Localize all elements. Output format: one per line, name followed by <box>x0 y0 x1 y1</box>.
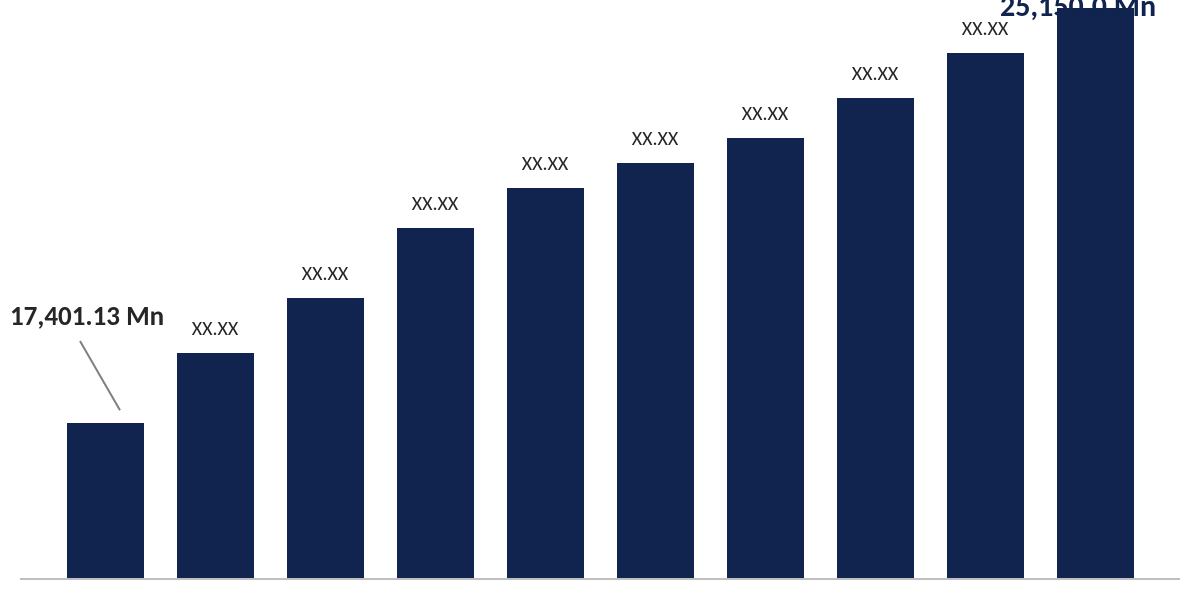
bar <box>287 298 364 578</box>
bar <box>67 423 144 578</box>
last-bar-callout: 25,150.0 Mn <box>1000 0 1156 25</box>
bar <box>837 98 914 578</box>
bar-slot: XX.XX <box>710 8 820 578</box>
chart-baseline <box>20 578 1180 580</box>
bar-value-label: XX.XX <box>522 152 569 176</box>
bar <box>507 188 584 578</box>
bars-area: XX.XX XX.XX XX.XX XX.XX XX.XX XX.XX XX.XX XX.XX <box>50 8 1150 578</box>
bar-value-label: XX.XX <box>852 62 899 86</box>
bar-slot: XX.XX <box>270 8 380 578</box>
bar <box>1057 8 1134 578</box>
first-callout-label: 17,401.13 Mn <box>10 300 164 333</box>
bar <box>947 53 1024 578</box>
bar-value-label: XX.XX <box>412 192 459 216</box>
first-bar-callout: 17,401.13 Mn <box>10 300 164 333</box>
bar <box>177 353 254 578</box>
bar-chart: XX.XX XX.XX XX.XX XX.XX XX.XX XX.XX XX.XX XX.XX <box>20 0 1180 580</box>
bar-slot: XX.XX <box>490 8 600 578</box>
bar <box>727 138 804 578</box>
bar-slot: XX.XX <box>600 8 710 578</box>
bar <box>617 163 694 578</box>
bar-slot <box>1040 8 1150 578</box>
bar-value-label: XX.XX <box>192 317 239 341</box>
bar-slot <box>50 8 160 578</box>
bar-slot: XX.XX <box>380 8 490 578</box>
bar-value-label: XX.XX <box>742 102 789 126</box>
last-callout-label: 25,150.0 Mn <box>1000 0 1156 25</box>
bar-slot: XX.XX <box>160 8 270 578</box>
bar <box>397 228 474 578</box>
bar-value-label: XX.XX <box>302 262 349 286</box>
bar-slot: XX.XX <box>820 8 930 578</box>
bar-value-label: XX.XX <box>632 127 679 151</box>
bar-slot: XX.XX <box>930 8 1040 578</box>
